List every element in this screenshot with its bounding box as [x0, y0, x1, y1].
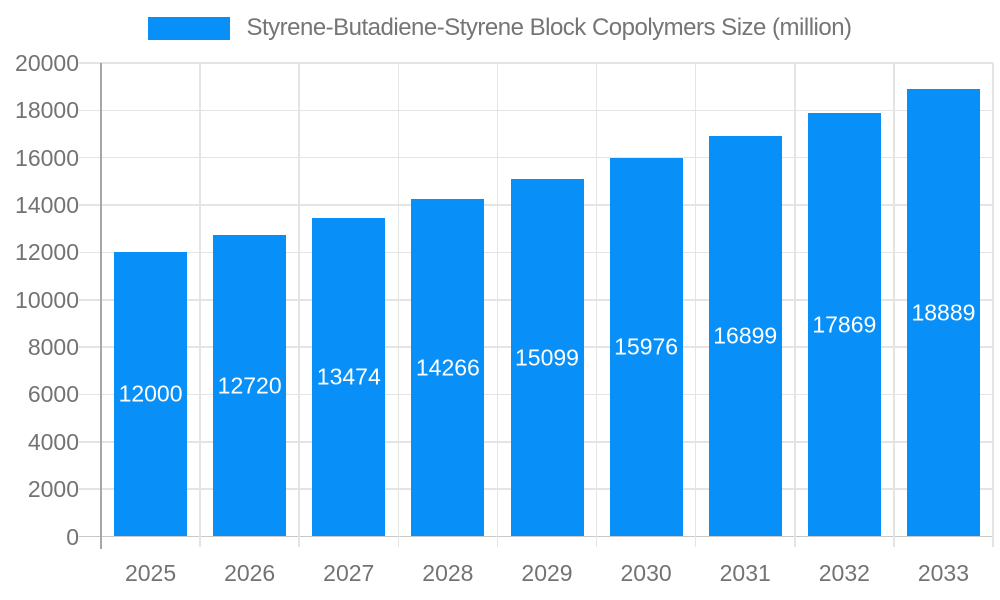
bar: 17869: [807, 113, 881, 537]
x-axis-tick-label: 2027: [323, 559, 375, 586]
bar: 13474: [312, 217, 386, 537]
gridline-vertical: [794, 63, 796, 547]
x-axis-tick-label: 2031: [719, 559, 771, 586]
y-axis-tick-label: 12000: [15, 239, 79, 266]
bar-value-label: 16899: [713, 322, 778, 349]
bar-value-label: 13474: [316, 363, 381, 390]
y-axis-tick-label: 10000: [15, 286, 79, 313]
y-axis-tick-label: 6000: [27, 381, 79, 408]
bar-value-label: 18889: [911, 299, 976, 326]
y-axis-tick-label: 4000: [27, 428, 79, 455]
x-axis-tick-label: 2030: [620, 559, 672, 586]
bar: 15976: [609, 158, 683, 537]
x-axis-tick-label: 2032: [818, 559, 870, 586]
gridline-vertical: [298, 63, 300, 547]
bar-value-label: 15099: [515, 344, 579, 371]
y-axis-tick-label: 16000: [15, 144, 79, 171]
bar-value-label: 12720: [217, 372, 282, 399]
bar-value-label: 17869: [812, 311, 877, 338]
bar-value-label: 14266: [415, 354, 480, 381]
bar: 12720: [213, 235, 287, 537]
y-axis-tick-label: 8000: [27, 334, 79, 361]
gridline-horizontal: [79, 535, 993, 538]
y-axis-tick-label: 20000: [15, 50, 79, 76]
legend-swatch-icon: [148, 16, 231, 40]
gridline-vertical: [199, 63, 201, 547]
x-axis-tick-label: 2028: [422, 559, 474, 586]
bar: 18889: [906, 89, 980, 537]
bar: 15099: [510, 179, 584, 537]
bar: 14266: [411, 198, 485, 537]
gridline-horizontal: [79, 62, 993, 64]
gridline-horizontal: [79, 109, 993, 112]
x-axis-tick-label: 2033: [917, 559, 970, 586]
bar: 16899: [708, 136, 782, 537]
bar-value-label: 12000: [118, 380, 183, 407]
bar: 12000: [114, 252, 188, 537]
gridline-vertical: [893, 63, 895, 547]
x-axis-tick-label: 2025: [124, 559, 177, 586]
y-axis-tick-label: 14000: [15, 192, 79, 219]
legend-label: Styrene-Butadiene-Styrene Block Copolyme…: [246, 14, 852, 41]
y-axis-tick-label: 0: [66, 523, 79, 550]
y-axis-line: [100, 63, 102, 549]
y-axis-tick-label: 18000: [15, 97, 79, 124]
x-axis-tick-label: 2029: [521, 559, 573, 586]
gridline-horizontal: [79, 156, 993, 159]
gridline-vertical: [496, 63, 499, 547]
gridline-vertical: [694, 63, 697, 547]
legend-item[interactable]: Styrene-Butadiene-Styrene Block Copolyme…: [0, 14, 1000, 42]
bar-value-label: 15976: [614, 333, 679, 360]
gridline-vertical: [595, 63, 598, 547]
y-axis-tick-label: 2000: [27, 476, 79, 503]
gridline-vertical: [397, 63, 400, 547]
gridline-vertical: [992, 63, 994, 547]
x-axis-tick-label: 2026: [224, 559, 276, 586]
